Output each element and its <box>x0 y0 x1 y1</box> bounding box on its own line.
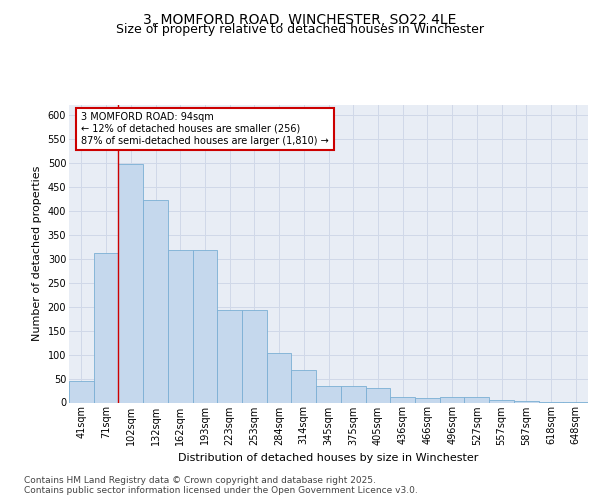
Bar <box>489 400 514 402</box>
Bar <box>365 388 390 402</box>
Bar <box>94 253 118 402</box>
Bar <box>341 386 365 402</box>
Bar <box>118 164 143 402</box>
Bar <box>69 381 94 402</box>
Text: Contains HM Land Registry data © Crown copyright and database right 2025.
Contai: Contains HM Land Registry data © Crown c… <box>24 476 418 495</box>
Bar <box>193 250 217 402</box>
Bar <box>464 396 489 402</box>
Bar <box>514 401 539 402</box>
Bar <box>440 396 464 402</box>
Bar <box>143 200 168 402</box>
Y-axis label: Number of detached properties: Number of detached properties <box>32 166 42 342</box>
Bar <box>415 398 440 402</box>
Text: Size of property relative to detached houses in Winchester: Size of property relative to detached ho… <box>116 24 484 36</box>
Bar <box>168 250 193 402</box>
Bar <box>267 353 292 403</box>
Bar <box>316 386 341 402</box>
Bar <box>390 396 415 402</box>
Bar <box>292 370 316 402</box>
Text: 3, MOMFORD ROAD, WINCHESTER, SO22 4LE: 3, MOMFORD ROAD, WINCHESTER, SO22 4LE <box>143 12 457 26</box>
Bar <box>242 310 267 402</box>
Bar <box>217 310 242 402</box>
X-axis label: Distribution of detached houses by size in Winchester: Distribution of detached houses by size … <box>178 453 479 463</box>
Text: 3 MOMFORD ROAD: 94sqm
← 12% of detached houses are smaller (256)
87% of semi-det: 3 MOMFORD ROAD: 94sqm ← 12% of detached … <box>82 112 329 146</box>
